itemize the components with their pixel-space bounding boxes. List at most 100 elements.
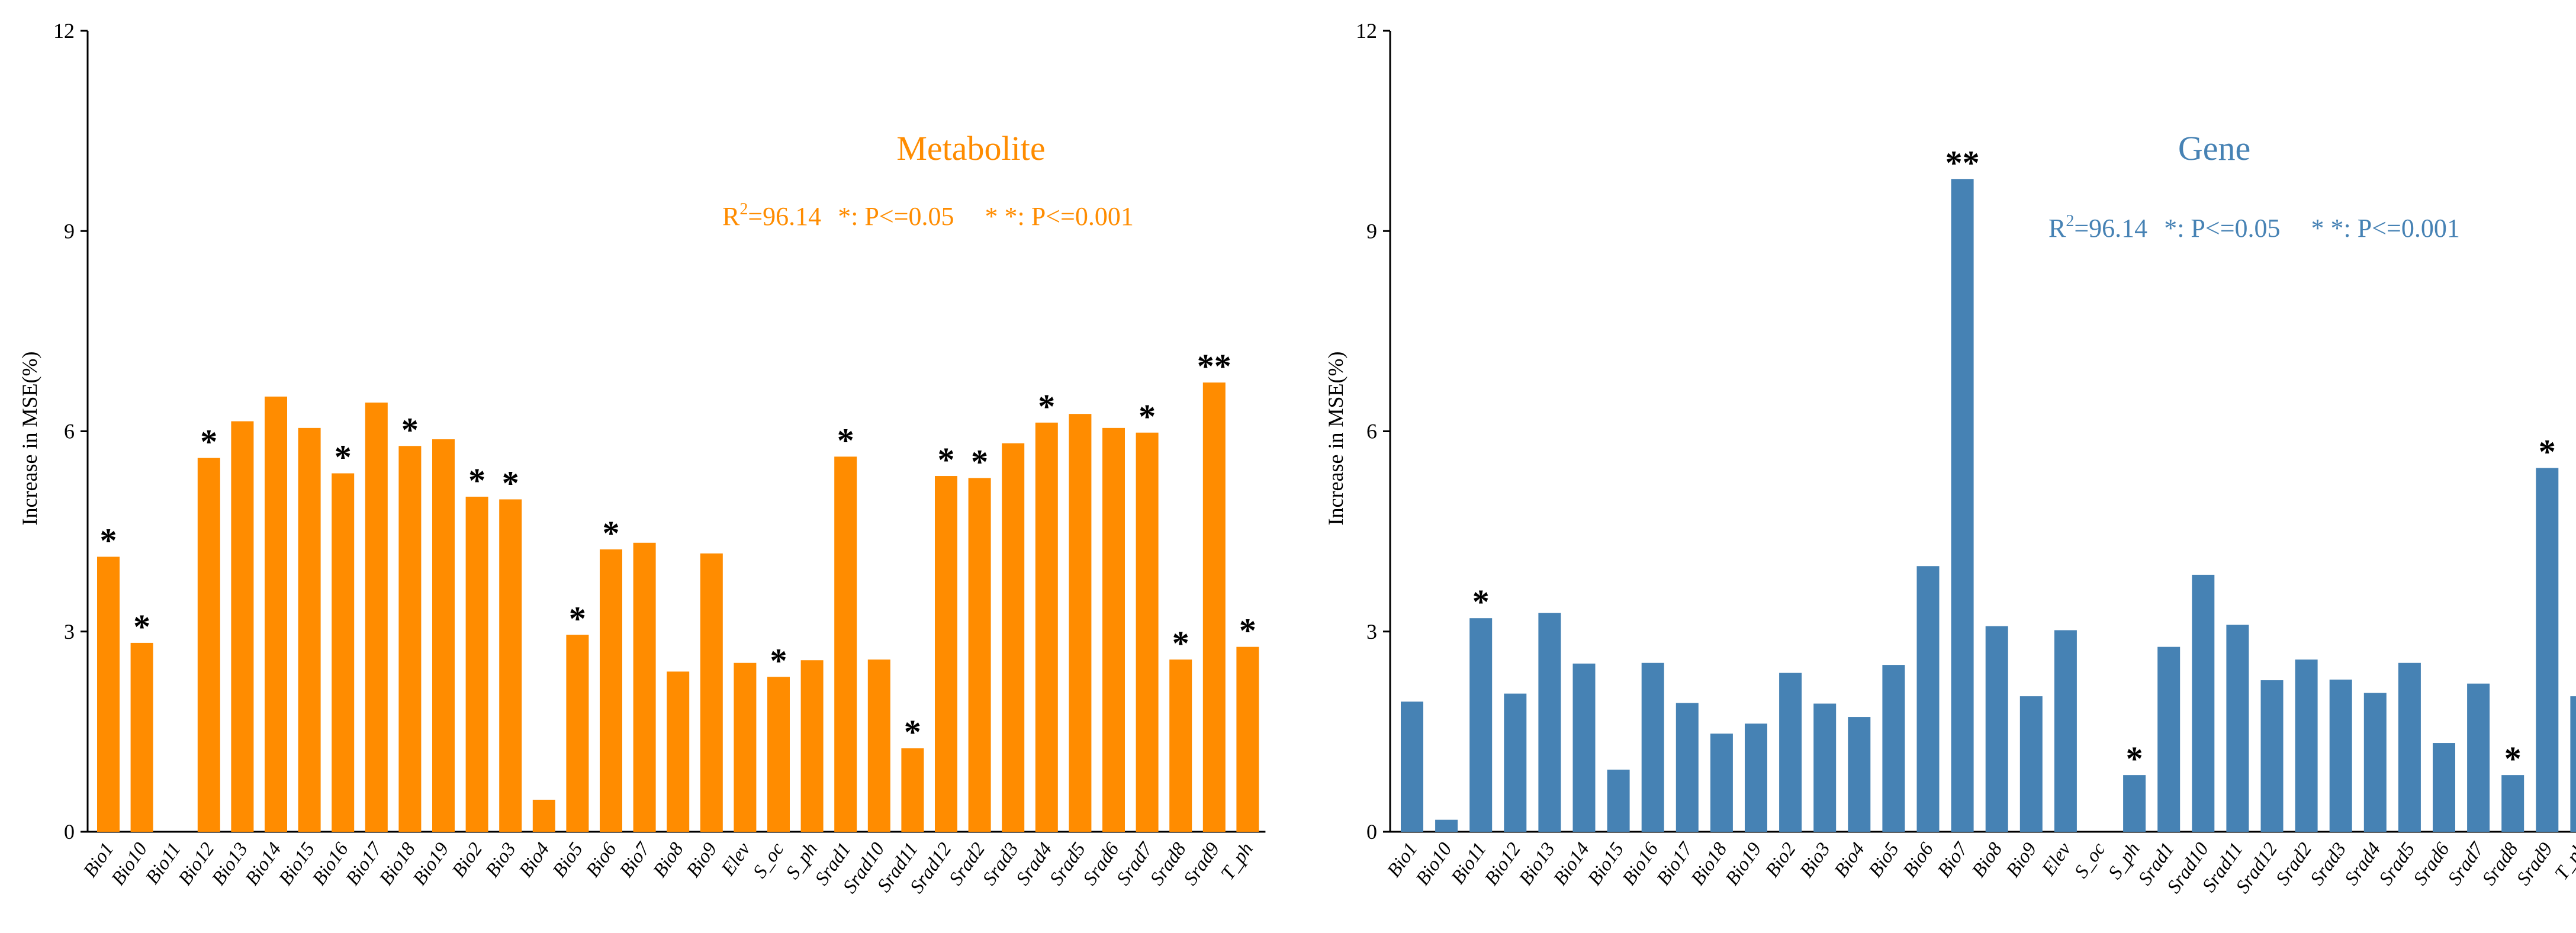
gene-bar-srad10: [2192, 574, 2215, 832]
y-tick-label: 3: [1366, 620, 1377, 644]
x-tick-label: Srad7: [2444, 838, 2489, 889]
x-tick-label: Bio14: [242, 839, 286, 889]
x-tick-label: Bio16: [308, 839, 353, 890]
metabolite-bar-bio1: [97, 556, 120, 832]
significance-marker: *: [2539, 433, 2556, 471]
gene-bar-bio17: [1675, 703, 1699, 832]
x-tick-label: Bio4: [1831, 839, 1869, 881]
x-tick-label: Bio9: [683, 839, 721, 881]
gene-bar-srad2: [2295, 659, 2318, 832]
metabolite-bar-bio18: [398, 446, 422, 832]
y-tick-label: 6: [1366, 420, 1377, 443]
gene-bar-bio12: [1504, 693, 1527, 832]
significance-marker: *: [1472, 583, 1490, 621]
gene-bar-bio10: [1435, 819, 1458, 832]
significance-marker: *: [1038, 387, 1055, 426]
r2-prefix: R: [722, 202, 740, 231]
x-tick-label: Bio13: [1515, 839, 1559, 889]
metabolite-bar-srad1: [834, 456, 857, 832]
gene-bar-elev: [2054, 630, 2077, 832]
metabolite-bar-s-ph: [800, 660, 824, 832]
metabolite-bar-bio9: [700, 553, 723, 832]
metabolite-bar-srad2: [968, 478, 991, 832]
x-tick-label: Srad4: [2341, 839, 2385, 889]
metabolite-bar-bio10: [130, 642, 153, 832]
metabolite-bar-bio15: [298, 427, 321, 832]
metabolite-bar-t-ph: [1236, 646, 1259, 832]
significance-marker: *: [502, 464, 519, 503]
x-tick-label: Srad4: [1012, 839, 1057, 889]
x-tick-label: Bio8: [1968, 839, 2007, 881]
gene-bar-bio13: [1538, 613, 1561, 832]
gene-bar-bio18: [1710, 733, 1733, 832]
significance-marker: *: [603, 514, 620, 552]
y-tick-label: 12: [53, 19, 75, 43]
metabolite-bar-bio12: [197, 458, 220, 832]
significance-marker: **: [1945, 143, 1980, 182]
significance-marker: *: [1139, 397, 1156, 436]
x-tick-label: Srad5: [1046, 839, 1090, 889]
x-tick-label: Bio19: [1722, 839, 1766, 889]
metabolite-bar-srad8: [1169, 659, 1192, 832]
metabolite-bar-bio3: [499, 499, 522, 832]
metabolite-bar-srad6: [1102, 427, 1125, 832]
gene-bar-bio8: [1985, 626, 2008, 832]
x-tick-label: Bio18: [375, 839, 420, 890]
x-tick-label: Bio6: [1899, 839, 1938, 881]
gene-bar-s-ph: [2123, 775, 2146, 832]
x-tick-label: S_oc: [749, 839, 788, 882]
significance-marker: *: [770, 641, 787, 680]
sig-legend-double: * *: P<=0.001: [2311, 214, 2460, 243]
metabolite-bar-bio7: [633, 542, 656, 832]
significance-marker: *: [133, 607, 150, 646]
gene-bar-srad3: [2329, 679, 2352, 832]
x-tick-label: Srad2: [2272, 839, 2316, 889]
significance-marker: **: [1197, 347, 1231, 385]
gene-bar-bio15: [1607, 770, 1630, 832]
x-tick-label: Bio12: [175, 839, 219, 889]
x-tick-label: Bio2: [448, 839, 487, 881]
x-tick-label: Bio17: [342, 838, 387, 889]
significance-marker: *: [938, 440, 955, 479]
gene-bar-srad8: [2501, 775, 2524, 832]
x-tick-label: Bio16: [1619, 839, 1663, 890]
x-tick-label: Bio10: [107, 839, 152, 890]
x-tick-label: Bio3: [482, 839, 520, 881]
metabolite-bar-bio16: [332, 473, 355, 832]
x-tick-label: Bio5: [1865, 839, 1903, 881]
significance-marker: *: [904, 713, 921, 751]
y-axis-label: Increase in MSE(%): [18, 352, 41, 526]
x-tick-label: Bio13: [208, 839, 252, 889]
significance-marker: *: [2504, 739, 2522, 778]
metabolite-bar-srad11: [901, 748, 924, 832]
x-tick-label: Bio7: [616, 838, 655, 881]
metabolite-bar-s-oc: [767, 677, 790, 832]
x-tick-label: Bio5: [549, 839, 587, 881]
metabolite-bar-srad12: [935, 476, 957, 832]
gene-bar-bio11: [1469, 618, 1493, 832]
x-tick-label: Bio17: [1653, 838, 1698, 889]
metabolite-bar-elev: [734, 662, 757, 832]
sig-legend-single: *: P<=0.05: [2164, 214, 2280, 243]
y-tick-label: 0: [64, 820, 75, 844]
gene-bar-bio2: [1779, 673, 1802, 832]
y-axis-label: Increase in MSE(%): [1324, 352, 1348, 526]
x-tick-label: Srad6: [2410, 839, 2454, 890]
gene-bar-bio1: [1401, 702, 1423, 832]
gene-bar-t-ph: [2570, 696, 2576, 832]
metabolite-bar-srad5: [1069, 414, 1092, 832]
significance-marker: *: [569, 599, 586, 638]
x-tick-label: Srad7: [1112, 838, 1157, 889]
gene-bar-bio3: [1813, 703, 1837, 832]
gene-bar-srad11: [2226, 625, 2249, 832]
metabolite-bar-bio17: [365, 403, 388, 832]
x-tick-label: Bio7: [1934, 838, 1973, 881]
gene-bar-srad4: [2363, 693, 2387, 832]
x-tick-label: Srad3: [979, 839, 1023, 889]
x-tick-label: Elev: [2038, 839, 2076, 880]
x-tick-label: T_ph: [2551, 839, 2576, 884]
gene-bar-bio9: [2019, 696, 2043, 832]
metabolite-bar-srad7: [1136, 432, 1159, 832]
gene-bar-srad5: [2398, 662, 2421, 832]
